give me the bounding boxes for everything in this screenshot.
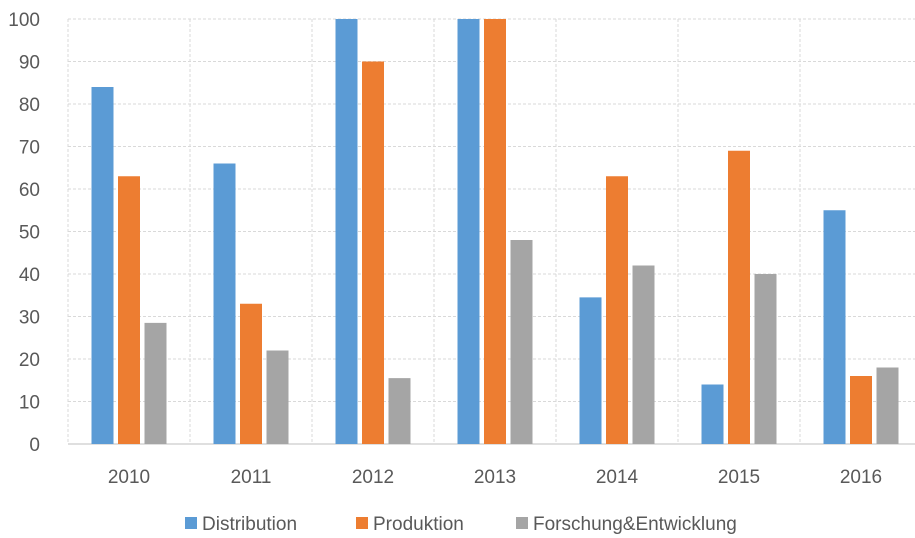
y-tick-label: 40 <box>19 265 40 286</box>
y-tick-label: 0 <box>29 435 40 456</box>
bar-distribution-2011 <box>213 163 236 444</box>
bar-produktion-2010 <box>118 176 140 444</box>
bar-distribution-2016 <box>823 210 846 444</box>
bar-forschung-entwicklung-2013 <box>510 240 533 444</box>
bar-distribution-2010 <box>91 87 114 444</box>
bar-produktion-2013 <box>484 19 506 444</box>
x-tick-label: 2013 <box>474 467 516 488</box>
bar-produktion-2011 <box>240 303 262 444</box>
bar-produktion-2016 <box>850 376 872 444</box>
y-tick-label: 10 <box>19 393 40 414</box>
bar-forschung-entwicklung-2014 <box>632 265 655 444</box>
x-tick-label: 2014 <box>596 467 639 488</box>
y-tick-label: 70 <box>19 138 40 159</box>
y-tick-label: 50 <box>19 223 40 244</box>
bar-distribution-2015 <box>701 384 724 444</box>
y-tick-label: 30 <box>19 308 40 329</box>
bar-distribution-2014 <box>579 297 602 444</box>
bar-forschung-entwicklung-2010 <box>144 322 167 444</box>
bars <box>91 19 899 444</box>
bar-distribution-2012 <box>335 19 358 444</box>
legend-swatch <box>356 517 368 529</box>
y-tick-label: 80 <box>19 95 40 116</box>
legend-swatch <box>516 517 528 529</box>
x-tick-label: 2010 <box>108 467 150 488</box>
y-tick-label: 20 <box>19 350 40 371</box>
bar-forschung-entwicklung-2016 <box>876 367 899 444</box>
bar-distribution-2013 <box>457 19 480 444</box>
legend: Distribution Produktion Forschung&Entwickl… <box>185 514 737 535</box>
x-axis: 2010 2011 2012 2013 2014 2015 2016 <box>108 467 882 488</box>
legend-label: Produktion <box>373 514 464 535</box>
y-tick-label: 100 <box>8 10 40 31</box>
bar-produktion-2012 <box>362 61 384 444</box>
bar-produktion-2015 <box>728 150 750 444</box>
bar-forschung-entwicklung-2011 <box>266 350 289 444</box>
x-tick-label: 2012 <box>352 467 394 488</box>
bar-produktion-2014 <box>606 176 628 444</box>
x-tick-label: 2011 <box>231 467 272 488</box>
y-axis: 0 10 20 30 40 50 60 70 80 90 100 <box>8 10 40 456</box>
bar-forschung-entwicklung-2015 <box>754 274 777 444</box>
y-tick-label: 90 <box>19 53 40 74</box>
x-tick-label: 2016 <box>840 467 882 488</box>
x-tick-label: 2015 <box>718 467 760 488</box>
legend-swatch <box>185 517 197 529</box>
legend-label: Distribution <box>202 514 297 535</box>
bar-forschung-entwicklung-2012 <box>388 378 411 444</box>
legend-label: Forschung&Entwicklung <box>533 514 737 535</box>
y-tick-label: 60 <box>19 180 40 201</box>
